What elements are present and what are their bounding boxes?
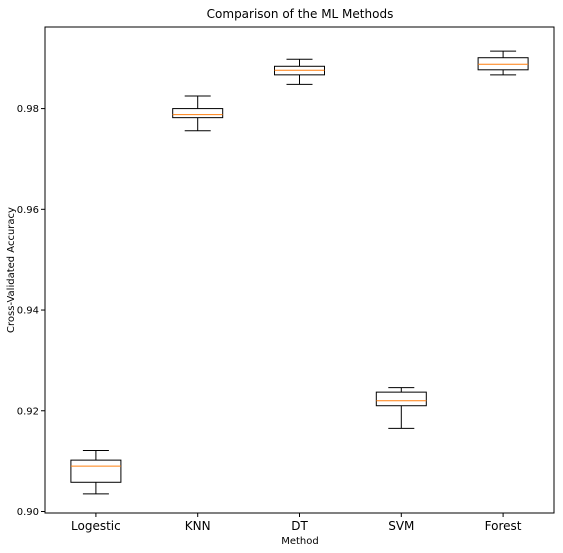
- x-tick-label: Logestic: [71, 519, 121, 533]
- y-tick-label: 0.90: [17, 507, 39, 518]
- y-tick-label: 0.94: [17, 306, 39, 317]
- box-logestic: Logestic: [70, 450, 122, 533]
- y-tick-label: 0.92: [17, 406, 39, 417]
- y-tick-label: 0.96: [17, 205, 39, 216]
- box-svm: SVM: [375, 387, 427, 533]
- box-knn: KNN: [172, 95, 224, 533]
- box-forest: Forest: [477, 50, 529, 533]
- x-tick-label: SVM: [388, 519, 414, 533]
- x-tick-label: Forest: [485, 519, 522, 533]
- x-tick-label: KNN: [185, 519, 211, 533]
- iqr-box: [70, 459, 122, 483]
- iqr-box: [477, 57, 529, 71]
- x-tick-label: DT: [291, 519, 308, 533]
- plot-area: 0.90 0.92 0.94 0.96 0.98 Logestic KNN DT SVM Fore…: [17, 26, 555, 533]
- chart-title: Comparison of the ML Methods: [207, 7, 394, 21]
- iqr-box: [172, 108, 224, 119]
- box-dt: DT: [274, 58, 325, 533]
- y-axis-label: Cross-Validated Accuracy: [6, 207, 17, 333]
- x-axis-label: Method: [281, 536, 319, 547]
- y-tick-label: 0.98: [17, 104, 39, 115]
- iqr-box: [375, 391, 427, 407]
